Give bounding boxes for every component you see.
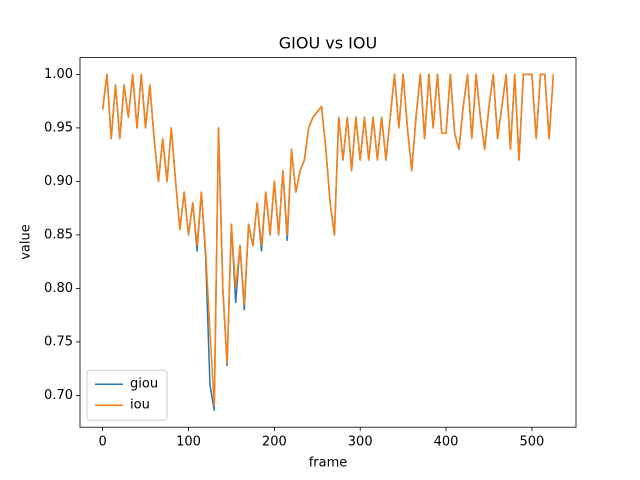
x-axis-label: frame <box>309 456 348 471</box>
x-tick-label: 500 <box>519 435 544 450</box>
x-tick-label: 300 <box>348 435 373 450</box>
y-tick-label: 0.85 <box>44 227 73 242</box>
y-tick-label: 0.90 <box>44 174 73 189</box>
legend-label: giou <box>130 377 158 392</box>
y-tick-label: 0.80 <box>44 281 73 296</box>
chart-title: GIOU vs IOU <box>279 34 377 53</box>
y-axis-label: value <box>19 224 34 260</box>
x-tick-label: 200 <box>262 435 287 450</box>
x-tick-label: 400 <box>434 435 459 450</box>
y-tick-label: 0.95 <box>44 120 73 135</box>
legend-box <box>86 369 168 421</box>
y-tick-label: 0.70 <box>44 388 73 403</box>
legend-label: iou <box>130 398 150 413</box>
series-line <box>101 73 555 407</box>
x-tick-label: 100 <box>176 435 201 450</box>
plot-frame <box>79 57 577 428</box>
y-tick-label: 0.75 <box>44 334 73 349</box>
y-tick-label: 1.00 <box>44 67 73 82</box>
x-tick-label: 0 <box>98 435 106 450</box>
